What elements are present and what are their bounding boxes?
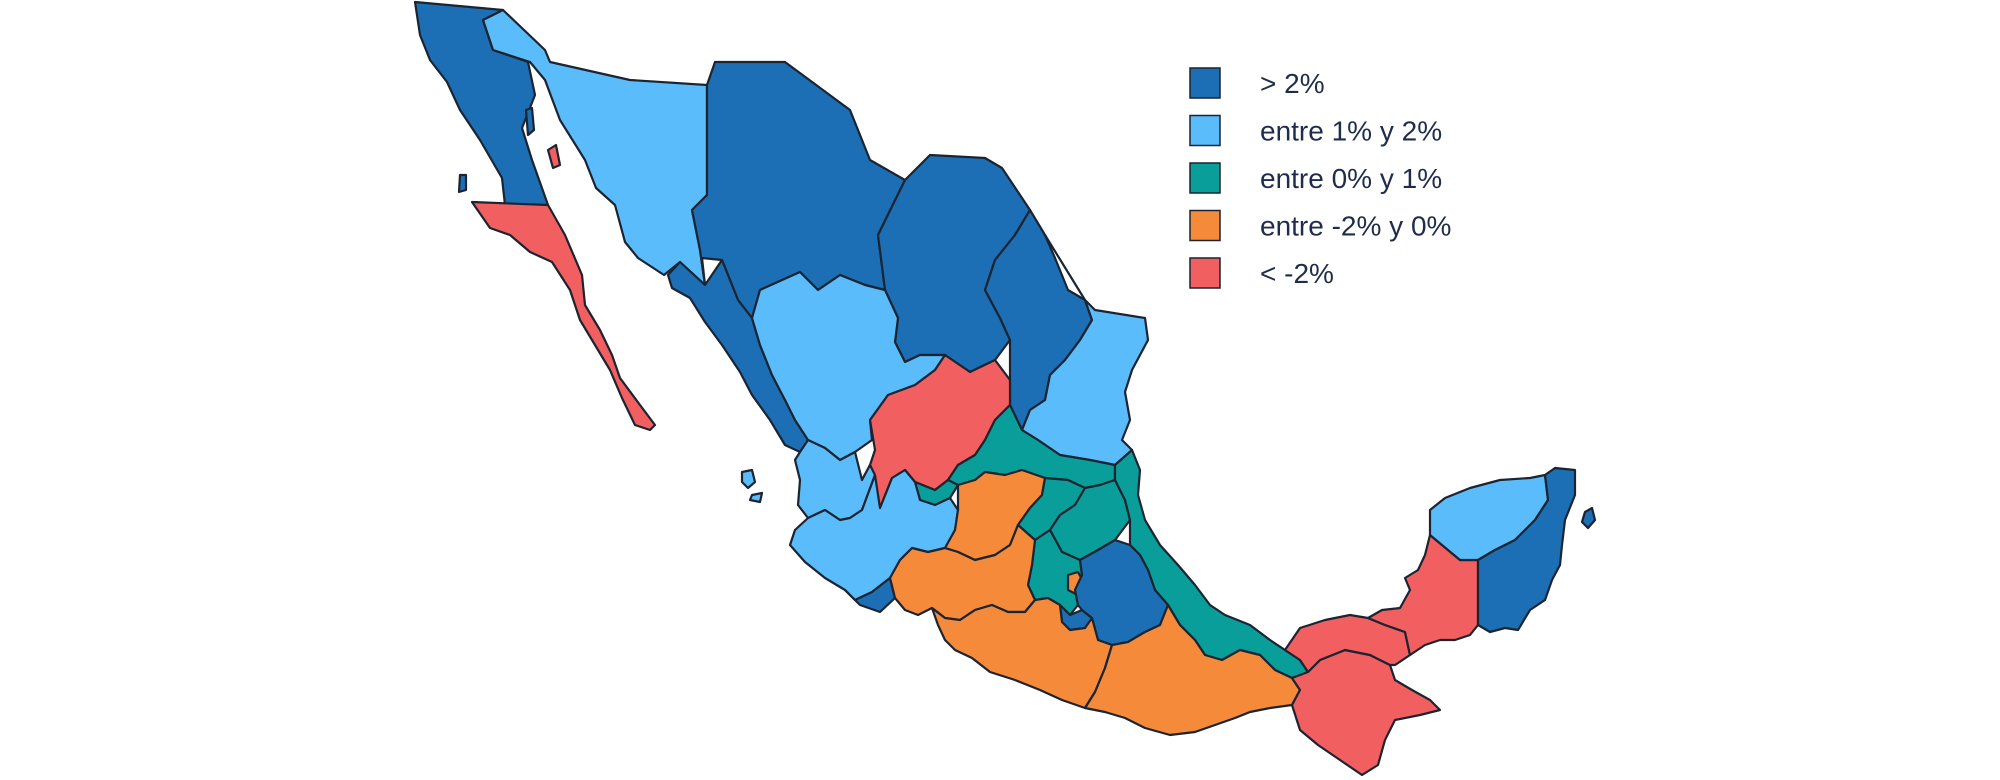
state-baja-california-sur [470, 200, 657, 432]
state-sonora [481, 8, 709, 287]
legend-label-2: entre 0% y 1% [1260, 163, 1442, 194]
legend-label-3: entre -2% y 0% [1260, 211, 1451, 242]
legend-swatch-4 [1189, 257, 1221, 289]
legend-swatch-3 [1189, 209, 1221, 242]
state-baja-island-1 [524, 106, 536, 137]
state-guerrero [930, 596, 1114, 710]
legend-swatch-0 [1189, 67, 1221, 99]
state-tabasco [1283, 613, 1412, 674]
legend-label-0: > 2% [1260, 68, 1325, 99]
state-chiapas [1290, 648, 1442, 777]
state-baja-island-2 [546, 143, 562, 170]
map-legend: > 2% entre 1% y 2% entre 0% y 1% entre -2% … [1189, 67, 1451, 289]
legend-swatch-1 [1189, 114, 1221, 147]
states-layer [413, 0, 1597, 777]
state-islas-marias [740, 468, 764, 504]
legend-label-1: entre 1% y 2% [1260, 116, 1442, 147]
legend-swatch-2 [1189, 162, 1221, 194]
legend-label-4: < -2% [1260, 258, 1334, 289]
state-baja-island-3 [457, 173, 468, 194]
state-cozumel-island [1580, 506, 1597, 530]
state-quintana-roo [1476, 466, 1577, 634]
